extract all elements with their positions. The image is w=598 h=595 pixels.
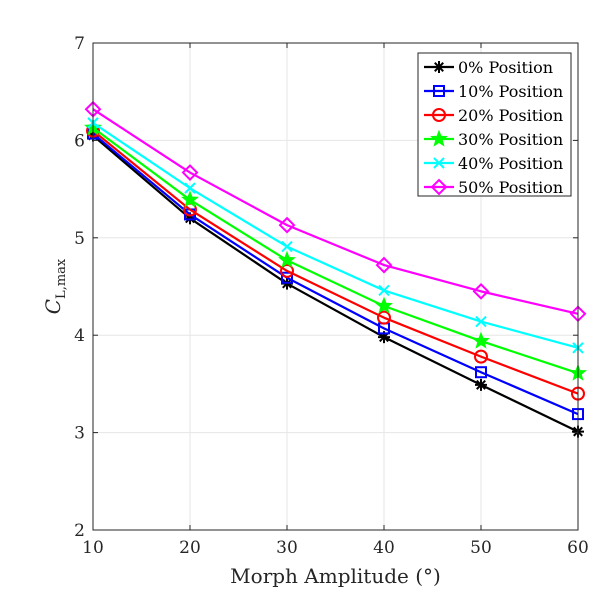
marker-shape xyxy=(430,178,448,196)
series-layer xyxy=(84,100,587,438)
data-point xyxy=(378,284,390,297)
series-line xyxy=(92,126,579,375)
series-line xyxy=(92,132,579,416)
data-point xyxy=(281,240,293,253)
x-axis-title: Morph Amplitude (°) xyxy=(230,564,441,588)
y-tick-label: 3 xyxy=(74,424,85,444)
data-point xyxy=(278,250,296,268)
data-point xyxy=(475,366,487,379)
data-point xyxy=(472,331,490,349)
data-point xyxy=(181,164,199,181)
marker-shape xyxy=(181,190,199,208)
data-point xyxy=(474,349,488,364)
legend-item: 30% Position xyxy=(424,129,563,149)
marker-stroke xyxy=(281,240,293,253)
legend-label: 0% Position xyxy=(458,58,553,77)
data-point xyxy=(377,310,391,325)
legend-box xyxy=(417,52,572,197)
series-4 xyxy=(87,117,584,354)
data-point xyxy=(181,190,199,208)
marker-shape xyxy=(375,296,393,314)
marker-shape xyxy=(432,108,446,122)
marker-shape xyxy=(430,129,448,147)
marker-diamond xyxy=(430,178,448,196)
x-tick-label: 40 xyxy=(373,538,395,558)
data-point xyxy=(375,296,393,314)
x-tick-label: 60 xyxy=(567,538,589,558)
y-tick-label: 4 xyxy=(74,326,85,346)
marker-square xyxy=(433,85,445,97)
marker-x xyxy=(433,157,445,169)
data-point xyxy=(278,216,296,234)
marker-shape xyxy=(474,349,488,364)
legend-label: 20% Position xyxy=(458,106,563,125)
y-tick-label: 6 xyxy=(74,131,85,151)
y-axis-title-base: C xyxy=(41,299,65,314)
marker-shape xyxy=(472,282,490,300)
marker-shape xyxy=(472,331,490,349)
series-5 xyxy=(84,100,587,323)
marker-shape xyxy=(433,85,445,97)
series-line xyxy=(92,129,579,395)
series-line xyxy=(92,134,579,433)
marker-shape xyxy=(278,250,296,268)
marker-asterisk xyxy=(433,61,445,73)
y-axis-title-subscript: L,max xyxy=(54,258,69,299)
x-tick-label: 20 xyxy=(179,538,201,558)
plot-frame xyxy=(92,42,579,531)
legend-item: 10% Position xyxy=(424,82,563,101)
marker-shape xyxy=(280,263,294,278)
series-line xyxy=(92,108,579,315)
marker-stroke xyxy=(434,62,444,72)
y-tick-label: 2 xyxy=(74,521,85,541)
legend-item: 20% Position xyxy=(424,106,563,125)
data-point xyxy=(280,263,294,278)
y-tick-label: 7 xyxy=(74,34,85,54)
marker-stroke xyxy=(433,157,445,169)
legend-label: 10% Position xyxy=(458,82,563,101)
series-line xyxy=(92,121,579,349)
data-point xyxy=(184,182,196,194)
marker-shape xyxy=(278,216,296,234)
legend-label: 30% Position xyxy=(458,130,563,149)
x-tick-label: 30 xyxy=(276,538,298,558)
marker-stroke xyxy=(184,182,196,194)
legend: 0% Position 10% Position 20% Position 30% P… xyxy=(417,52,572,197)
data-point xyxy=(472,282,490,300)
x-tick-label: 10 xyxy=(82,538,104,558)
legend-label: 40% Position xyxy=(458,154,563,173)
y-tick-label: 5 xyxy=(74,229,85,249)
legend-label: 50% Position xyxy=(458,178,563,197)
y-axis-title: CL,max xyxy=(41,258,69,314)
data-point xyxy=(375,256,393,274)
axis-ticks: 10 20 30 40 50 60 2 3 4 5 6 7 xyxy=(74,34,589,558)
marker-shape xyxy=(475,366,487,379)
legend-item: 50% Position xyxy=(424,178,563,197)
data-point xyxy=(475,315,487,328)
marker-shape xyxy=(281,271,293,284)
marker-circle xyxy=(432,108,446,122)
marker-stroke xyxy=(475,315,487,328)
marker-stroke xyxy=(378,284,390,297)
data-point xyxy=(475,378,487,391)
marker-shape xyxy=(377,310,391,325)
marker-shape xyxy=(181,164,199,181)
x-tick-label: 50 xyxy=(470,538,492,558)
marker-stroke xyxy=(476,379,486,390)
marker-shape xyxy=(375,256,393,274)
legend-item: 40% Position xyxy=(424,154,563,173)
data-point xyxy=(281,271,293,284)
legend-item: 0% Position xyxy=(424,58,553,77)
marker-star xyxy=(430,129,448,147)
